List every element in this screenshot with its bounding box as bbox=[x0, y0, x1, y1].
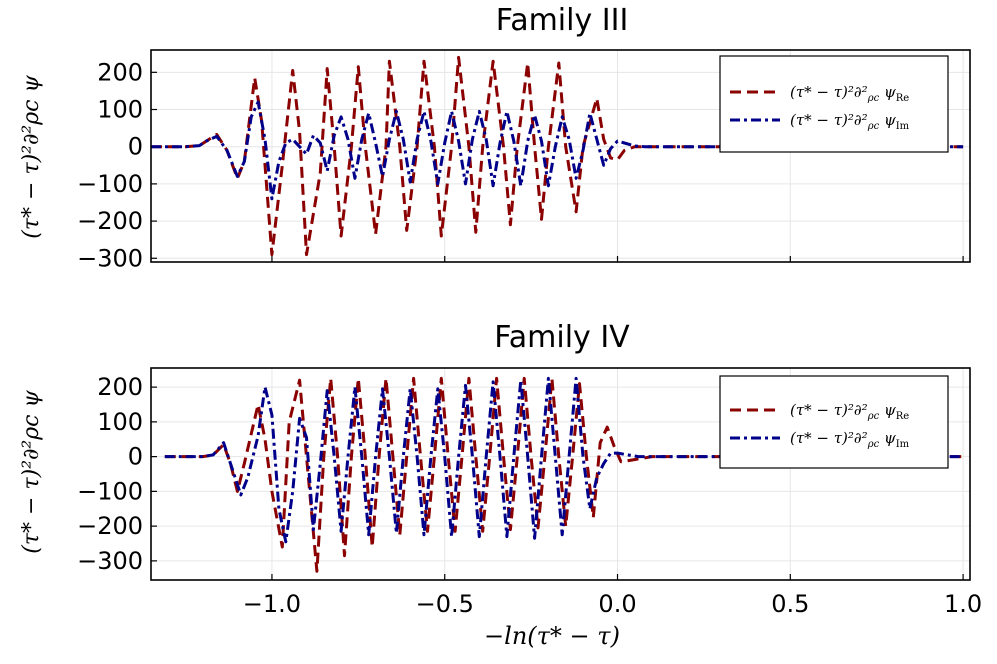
series-line-im bbox=[151, 100, 964, 201]
panel-title: Family IV bbox=[494, 320, 630, 355]
y-axis-label: (τ* − τ)²∂²ρc ψ bbox=[19, 390, 44, 554]
panel-family-iv: Family IV (τ* − τ)²∂²ρc ψ 200 100 0 −100 −20… bbox=[19, 320, 982, 650]
x-tick-label: −0.5 bbox=[416, 590, 474, 618]
legend-label-im: (τ* − τ)²∂²ρc ψIm bbox=[790, 429, 910, 450]
legend-label-re: (τ* − τ)²∂²ρc ψRe bbox=[790, 401, 909, 422]
x-tick-label: 1.0 bbox=[944, 590, 982, 618]
y-tick-label: 200 bbox=[97, 373, 143, 401]
legend: (τ* − τ)²∂²ρc ψRe (τ* − τ)²∂²ρc ψIm bbox=[719, 55, 949, 153]
y-tick-label: −200 bbox=[77, 207, 143, 235]
legend-label-re: (τ* − τ)²∂²ρc ψRe bbox=[790, 83, 909, 104]
y-tick-label: 200 bbox=[97, 58, 143, 86]
plot-frame bbox=[150, 367, 971, 581]
y-tick-label: −200 bbox=[77, 512, 143, 540]
y-axis-label-text: (τ* − τ)²∂²ρc ψ bbox=[19, 390, 44, 554]
series-line-re bbox=[164, 376, 964, 573]
y-tick-label: −100 bbox=[77, 170, 143, 198]
y-tick-label: 100 bbox=[97, 96, 143, 124]
y-tick-label: 0 bbox=[128, 443, 143, 471]
y-tick-label: −100 bbox=[77, 477, 143, 505]
legend-box bbox=[719, 375, 949, 469]
legend-label-im: (τ* − τ)²∂²ρc ψIm bbox=[790, 111, 910, 132]
panel-title: Family III bbox=[496, 3, 629, 38]
y-tick-label: 0 bbox=[128, 133, 143, 161]
y-axis-label-text: (τ* − τ)²∂²ρc ψ bbox=[19, 75, 44, 239]
y-tick-label: 100 bbox=[97, 408, 143, 436]
y-tick-label: −300 bbox=[77, 547, 143, 575]
series-line-im bbox=[164, 376, 964, 544]
x-tick-label: −1.0 bbox=[243, 590, 301, 618]
x-axis-label: −ln(τ* − τ) bbox=[484, 622, 620, 650]
y-axis-label: (τ* − τ)²∂²ρc ψ bbox=[19, 75, 44, 239]
plot-frame bbox=[150, 49, 971, 263]
y-tick-label: −300 bbox=[77, 244, 143, 272]
panel-family-iii: Family III (τ* − τ)²∂²ρc ψ 200 100 0 −100 −2… bbox=[19, 3, 971, 272]
legend: (τ* − τ)²∂²ρc ψRe (τ* − τ)²∂²ρc ψIm bbox=[719, 375, 949, 469]
x-tick-label: 0.5 bbox=[771, 590, 809, 618]
legend-box bbox=[719, 55, 949, 153]
x-tick-label: 0.0 bbox=[598, 590, 636, 618]
